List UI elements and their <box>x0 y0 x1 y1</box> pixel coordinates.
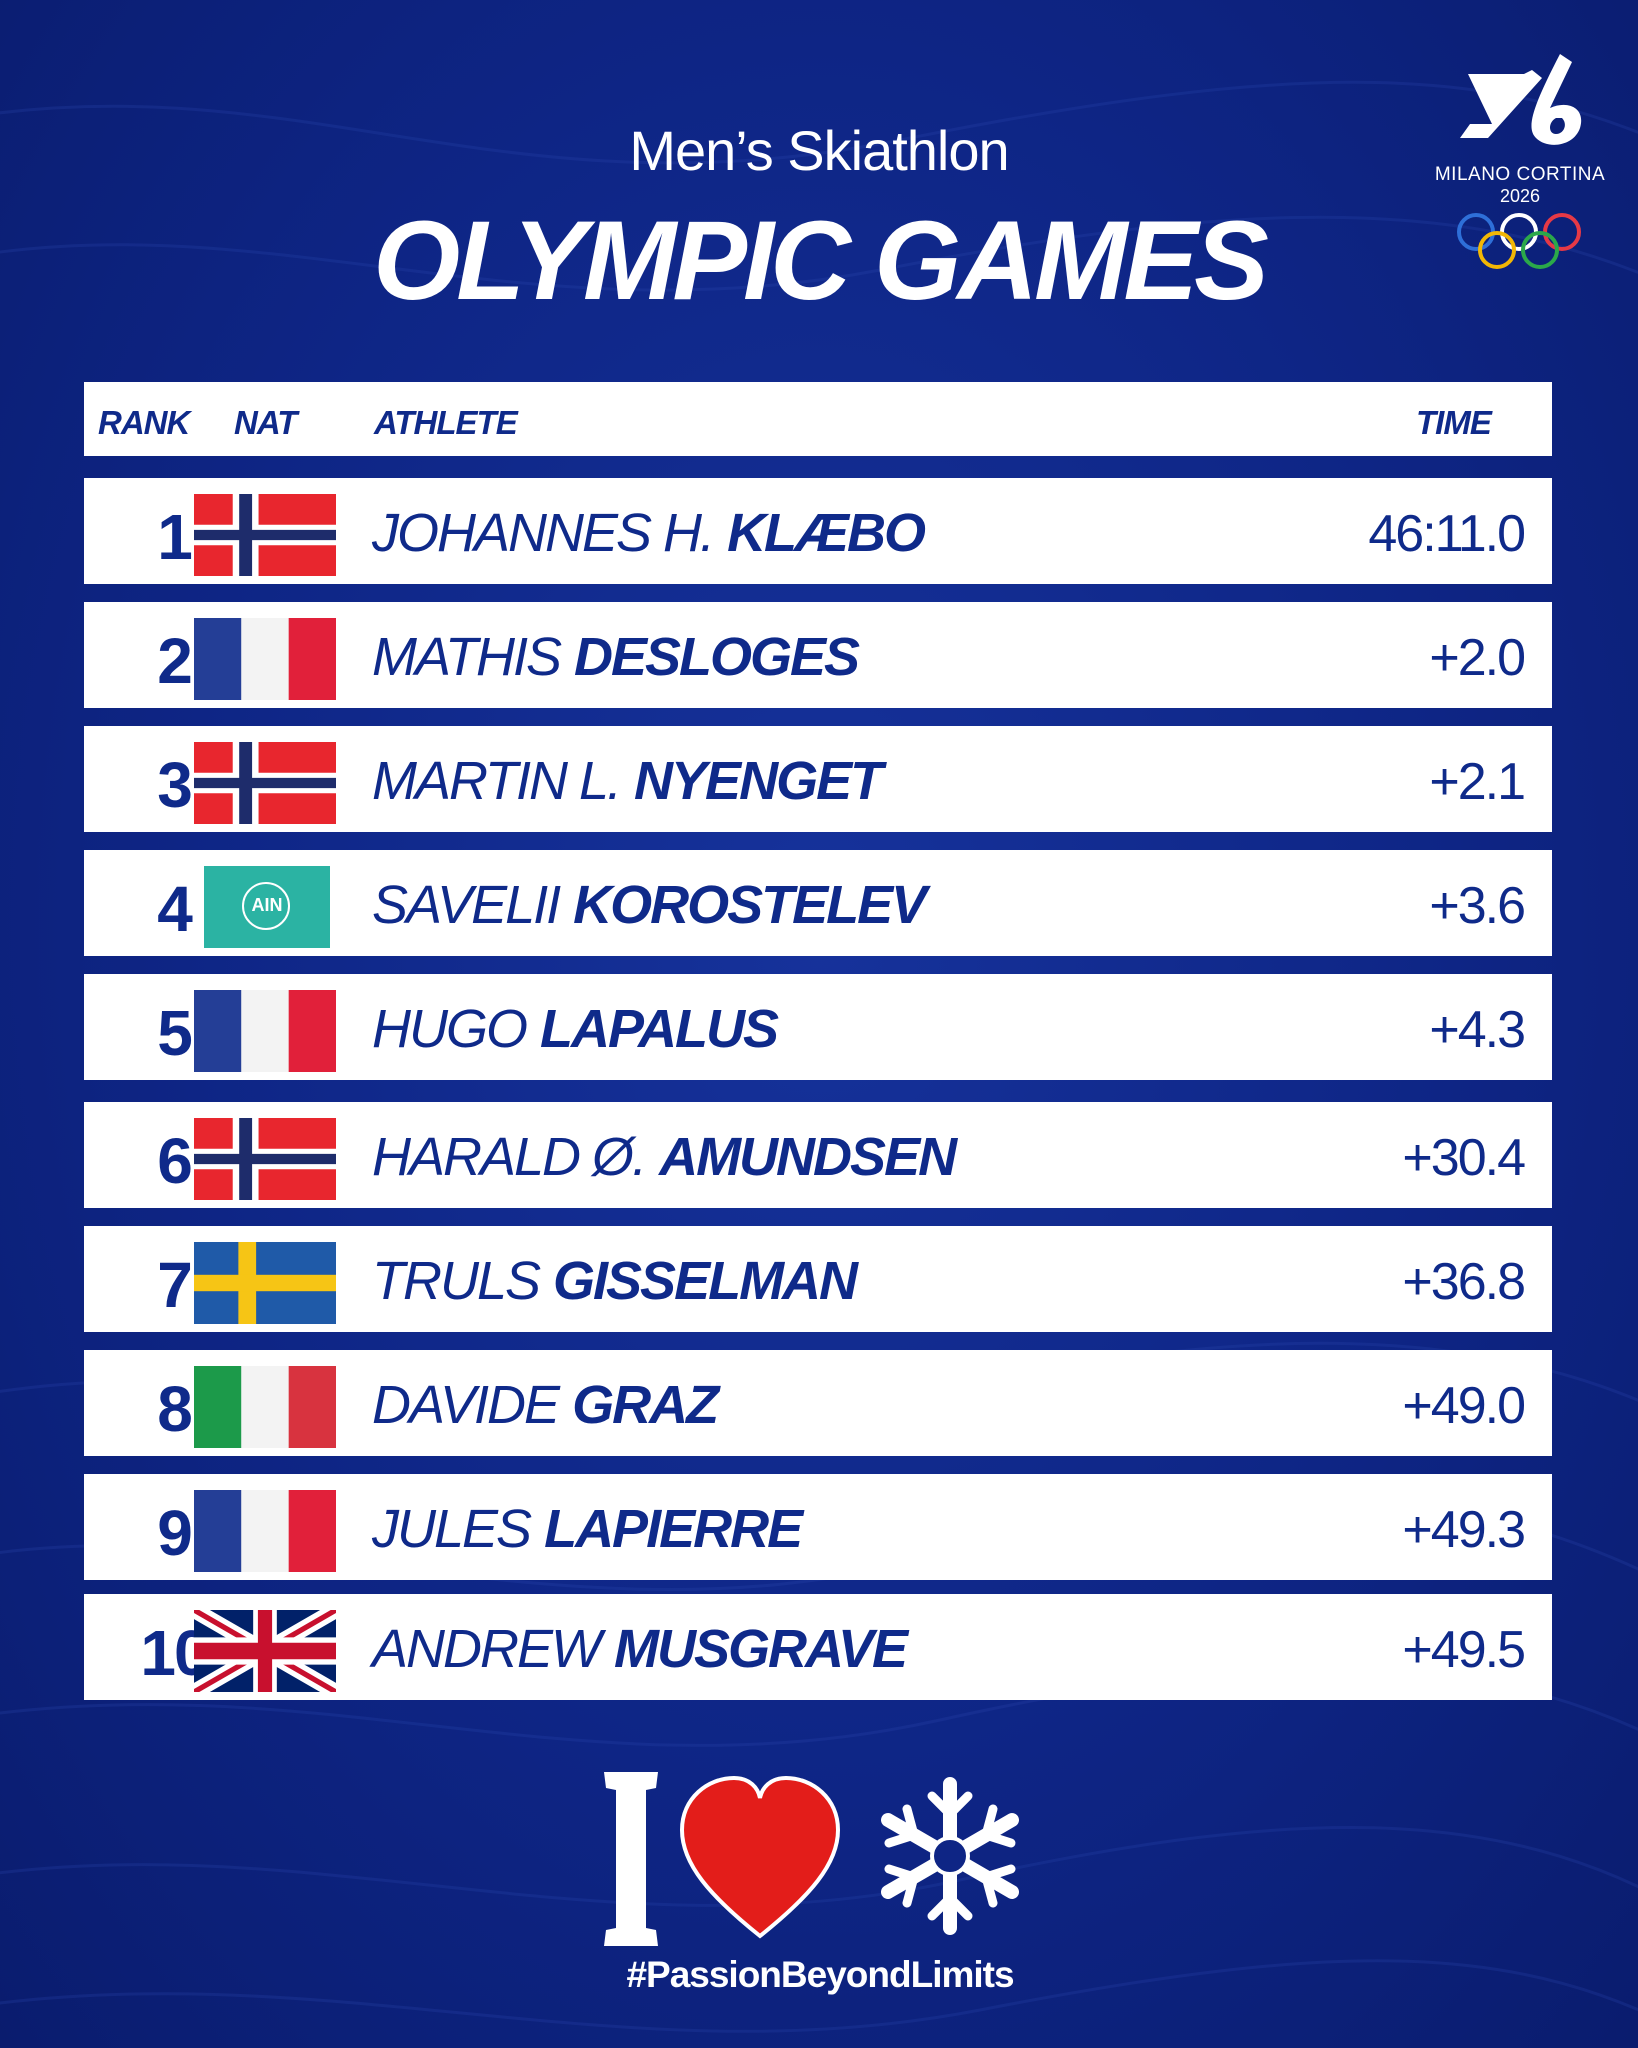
rank-value: 7 <box>157 1249 193 1321</box>
table-row: 10 ANDREW MUSGRAVE +49.5 <box>84 1594 1552 1700</box>
rank-value: 8 <box>157 1373 193 1445</box>
rank-value: 5 <box>157 997 193 1069</box>
results-table-header: RANK NAT ATHLETE TIME <box>84 382 1552 456</box>
athlete-last-name: LAPALUS <box>540 999 779 1059</box>
hashtag-text: #PassionBeyondLimits <box>626 1954 1014 1995</box>
i-love-snow-graphic <box>604 1772 1019 1946</box>
athlete-last-name: GRAZ <box>572 1375 719 1435</box>
athlete-last-name: GISSELMAN <box>553 1251 858 1311</box>
rank-value: 4 <box>157 873 193 945</box>
athlete-first-name: SAVELII <box>372 875 561 935</box>
athlete-first-name: JULES <box>372 1499 532 1559</box>
france-flag-icon <box>194 1490 336 1572</box>
athlete-first-name: ANDREW <box>372 1619 602 1679</box>
athlete-name: MATHIS DESLOGES <box>372 626 860 688</box>
athlete-first-name: TRULS <box>372 1251 541 1311</box>
ain-flag-icon: AIN <box>204 866 330 948</box>
olympic-rings-icon <box>1457 213 1581 269</box>
result-time: +30.4 <box>1402 1129 1526 1187</box>
athlete-name: JULES LAPIERRE <box>372 1498 803 1560</box>
milano-cortina-26-icon <box>1460 54 1582 145</box>
result-time: +2.0 <box>1429 629 1526 687</box>
athlete-last-name: DESLOGES <box>574 627 860 687</box>
athlete-last-name: KOROSTELEV <box>573 875 927 935</box>
table-row: 6 HARALD Ø. AMUNDSEN +30.4 <box>84 1102 1552 1208</box>
result-time: +2.1 <box>1429 753 1526 811</box>
table-row: 1 JOHANNES H. KLÆBO 46:11.0 <box>84 478 1552 584</box>
rank-value: 3 <box>157 749 193 821</box>
norway-flag-icon <box>194 494 336 576</box>
athlete-first-name: JOHANNES H. <box>372 503 715 563</box>
athlete-name: ANDREW MUSGRAVE <box>372 1618 908 1680</box>
athlete-first-name: DAVIDE <box>372 1375 560 1435</box>
athlete-last-name: NYENGET <box>634 751 883 811</box>
norway-flag-icon <box>194 1118 336 1200</box>
rank-value: 1 <box>157 501 193 573</box>
athlete-first-name: MARTIN L. <box>372 751 622 811</box>
athlete-name: TRULS GISSELMAN <box>372 1250 858 1312</box>
table-row: 8 DAVIDE GRAZ +49.0 <box>84 1350 1552 1456</box>
athlete-name: MARTIN L. NYENGET <box>372 750 883 812</box>
italy-flag-icon <box>194 1366 336 1448</box>
result-time: +36.8 <box>1402 1253 1526 1311</box>
table-row: 5 HUGO LAPALUS +4.3 <box>84 974 1552 1080</box>
milano-cortina-logo: MILANO CORTINA 2026 <box>1410 48 1630 278</box>
logo-brand-text: MILANO CORTINA <box>1434 164 1606 185</box>
rank-value: 6 <box>157 1125 193 1197</box>
result-time: +49.5 <box>1402 1621 1526 1679</box>
rank-value: 9 <box>157 1497 193 1569</box>
result-time: +49.0 <box>1402 1377 1526 1435</box>
i-love-fis-footer: #PassionBeyondLimits <box>590 1768 1050 2018</box>
athlete-last-name: MUSGRAVE <box>614 1619 908 1679</box>
athlete-last-name: AMUNDSEN <box>659 1127 957 1187</box>
athlete-first-name: HUGO <box>372 999 528 1059</box>
page-title: OLYMPIC GAMES <box>373 198 1269 323</box>
athlete-name: SAVELII KOROSTELEV <box>372 874 927 936</box>
athlete-last-name: LAPIERRE <box>544 1499 803 1559</box>
athlete-name: HARALD Ø. AMUNDSEN <box>372 1126 957 1188</box>
france-flag-icon <box>194 990 336 1072</box>
great-britain-flag-icon <box>194 1610 336 1692</box>
result-time: +49.3 <box>1402 1501 1526 1559</box>
result-time: +4.3 <box>1429 1001 1526 1059</box>
rank-value: 2 <box>157 625 193 697</box>
event-subtitle: Men’s Skiathlon <box>629 119 1009 182</box>
ain-flag-text: AIN <box>251 895 283 915</box>
table-row: 7 TRULS GISSELMAN +36.8 <box>84 1226 1552 1332</box>
table-row: 4 AIN SAVELII KOROSTELEV +3.6 <box>84 850 1552 956</box>
column-header-nat: NAT <box>234 404 297 441</box>
column-header-rank: RANK <box>98 404 190 441</box>
norway-flag-icon <box>194 742 336 824</box>
column-header-time: TIME <box>1416 404 1492 441</box>
table-row: 3 MARTIN L. NYENGET +2.1 <box>84 726 1552 832</box>
table-row: 2 MATHIS DESLOGES +2.0 <box>84 602 1552 708</box>
athlete-first-name: MATHIS <box>372 627 562 687</box>
athlete-last-name: KLÆBO <box>727 503 926 563</box>
table-row: 9 JULES LAPIERRE +49.3 <box>84 1474 1552 1580</box>
athlete-name: JOHANNES H. KLÆBO <box>372 502 926 564</box>
sweden-flag-icon <box>194 1242 336 1324</box>
france-flag-icon <box>194 618 336 700</box>
athlete-name: HUGO LAPALUS <box>372 998 779 1060</box>
athlete-first-name: HARALD Ø. <box>372 1127 647 1187</box>
athlete-name: DAVIDE GRAZ <box>372 1374 719 1436</box>
result-time: 46:11.0 <box>1368 505 1526 563</box>
logo-year-text: 2026 <box>1499 186 1541 206</box>
column-header-athlete: ATHLETE <box>374 404 518 441</box>
result-time: +3.6 <box>1429 877 1526 935</box>
